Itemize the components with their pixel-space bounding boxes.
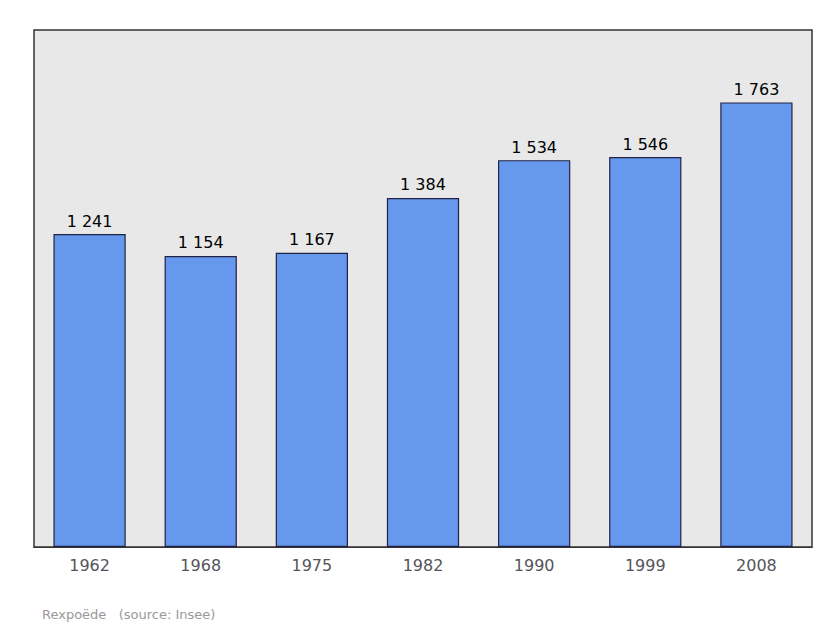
svg-text:Rexpoëde (source: Insee): Rexpoëde (source: Insee) [42,607,215,622]
svg-text:1 154: 1 154 [178,233,224,252]
svg-text:1 384: 1 384 [400,175,446,194]
svg-text:1 546: 1 546 [622,135,668,154]
svg-text:1962: 1962 [69,556,110,575]
svg-text:1 167: 1 167 [289,230,335,249]
svg-text:1 534: 1 534 [511,138,557,157]
svg-text:1982: 1982 [403,556,444,575]
svg-text:1999: 1999 [625,556,666,575]
svg-text:1 763: 1 763 [734,80,780,99]
svg-text:1 241: 1 241 [67,212,113,231]
svg-text:2008: 2008 [736,556,777,575]
svg-text:1975: 1975 [291,556,332,575]
svg-text:1990: 1990 [514,556,555,575]
svg-text:1968: 1968 [180,556,221,575]
